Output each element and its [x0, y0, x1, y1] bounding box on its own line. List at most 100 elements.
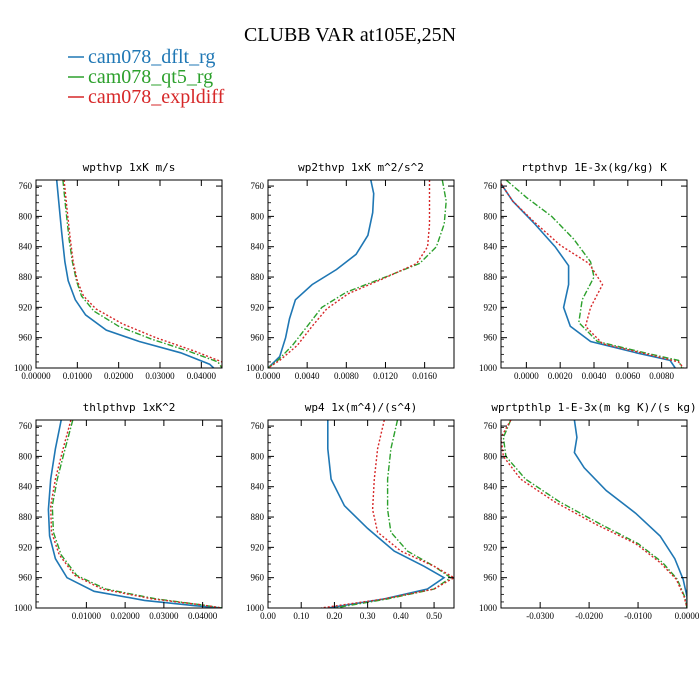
series-line-0 — [573, 420, 687, 608]
panel-title: thlpthvp 1xK^2 — [83, 401, 176, 414]
panel-title: wpthvp 1xK m/s — [83, 161, 176, 174]
panels: wpthvp 1xK m/s76080084088092096010000.00… — [14, 161, 700, 621]
x-tick-label: 0.40 — [393, 611, 409, 621]
y-tick-label: 760 — [19, 181, 33, 191]
plot-frame — [267, 419, 455, 609]
x-tick-label: 0.0160 — [412, 371, 437, 381]
panel-title: wp4 1x(m^4)/(s^4) — [305, 401, 418, 414]
x-tick-label: 0.02000 — [111, 611, 141, 621]
y-tick-label: 760 — [251, 181, 265, 191]
panel-3: thlpthvp 1xK^2 760 800 840 880 920 960 1000 0.01… — [14, 401, 223, 621]
x-tick-label: 0.0080 — [334, 371, 359, 381]
y-tick-label: 840 — [251, 482, 265, 492]
y-tick-label: 880 — [484, 272, 498, 282]
x-tick-label: 0.01000 — [63, 371, 93, 381]
x-tick-label: 0.20 — [327, 611, 343, 621]
y-tick-label: 960 — [484, 573, 498, 583]
y-tick-label: 800 — [251, 211, 265, 221]
series-line-0 — [327, 420, 446, 608]
plot-frame — [35, 179, 223, 369]
y-tick-label: 960 — [19, 573, 33, 583]
y-tick-label: 880 — [19, 272, 33, 282]
x-tick-label: 0.0020 — [548, 371, 573, 381]
series-line-1 — [505, 180, 683, 368]
y-tick-label: 1000 — [14, 363, 33, 373]
y-tick-label: 960 — [19, 333, 33, 343]
y-tick-label: 960 — [251, 333, 265, 343]
series-line-2 — [501, 183, 685, 368]
y-tick-label: 880 — [484, 512, 498, 522]
series-line-0 — [55, 180, 215, 368]
x-tick-label: 0.00 — [260, 611, 276, 621]
panel-title: rtpthvp 1E-3x(kg/kg) K — [521, 161, 667, 174]
panel-4: wp4 1x(m^4)/(s^4)76080084088092096010000… — [246, 401, 455, 621]
x-tick-label: 0.0000 — [514, 371, 539, 381]
panel-0: wpthvp 1xK m/s 760 800 840 880 920 960 10000.00… — [14, 161, 223, 381]
series-line-0 — [268, 180, 375, 368]
x-tick-label: 0.0040 — [582, 371, 607, 381]
x-tick-label: 0.10 — [293, 611, 309, 621]
series-line-0 — [501, 183, 676, 368]
panel-5: wprtpthlp 1-E-3x(m kg K)/(s kg) 760 800 840… — [479, 401, 700, 621]
figure-title: CLUBB VAR at105E,25N — [244, 24, 456, 46]
y-tick-label: 880 — [251, 512, 265, 522]
x-tick-label: -0.0100 — [624, 611, 652, 621]
legend-label-expl: cam078_expldiff — [88, 86, 225, 108]
legend-label-qt5: cam078_qt5_rg — [88, 66, 213, 88]
y-tick-label: 920 — [484, 302, 498, 312]
x-tick-label: -0.0300 — [526, 611, 554, 621]
x-tick-label: 0.03000 — [145, 371, 175, 381]
x-tick-label: 0.04000 — [188, 611, 218, 621]
x-tick-label: 0.50 — [426, 611, 442, 621]
legend-item-qt5: cam078_qt5_rg — [88, 66, 213, 88]
x-tick-label: 0.04000 — [187, 371, 217, 381]
y-tick-label: 800 — [484, 211, 498, 221]
panel-1: wp2thvp 1xK m^2/s^2 760 800 840 880 920 960 100… — [246, 161, 455, 381]
x-tick-label: 0.0000 — [675, 611, 700, 621]
y-tick-label: 760 — [19, 421, 33, 431]
y-tick-label: 1000 — [246, 363, 265, 373]
y-tick-label: 800 — [19, 451, 33, 461]
series-line-1 — [502, 420, 687, 608]
x-tick-label: 0.0040 — [295, 371, 320, 381]
x-tick-label: 0.03000 — [149, 611, 179, 621]
panel-title: wp2thvp 1xK m^2/s^2 — [298, 161, 424, 174]
x-tick-label: 0.00000 — [21, 371, 51, 381]
panel-title: wprtpthlp 1-E-3x(m kg K)/(s kg) — [491, 401, 696, 414]
series-line-2 — [49, 420, 222, 608]
y-tick-label: 760 — [484, 181, 498, 191]
plot-frame — [500, 419, 688, 609]
series-line-2 — [268, 180, 431, 368]
y-tick-label: 840 — [484, 242, 498, 252]
legend-item-dflt: cam078_dflt_rg — [88, 46, 215, 68]
legend: cam078_dflt_rg cam078_qt5_rg cam078_expl… — [68, 46, 225, 108]
series-line-2 — [321, 420, 454, 608]
y-tick-label: 840 — [19, 242, 33, 252]
x-tick-label: 0.0000 — [256, 371, 281, 381]
y-tick-label: 920 — [484, 542, 498, 552]
y-tick-label: 1000 — [479, 603, 498, 613]
x-tick-label: 0.01000 — [72, 611, 102, 621]
series-line-1 — [334, 420, 452, 608]
y-tick-label: 1000 — [479, 363, 498, 373]
y-tick-label: 960 — [251, 573, 265, 583]
series-line-2 — [501, 420, 687, 608]
series-line-0 — [47, 420, 222, 608]
series-line-1 — [51, 420, 222, 608]
panel-2: rtpthvp 1E-3x(kg/kg) K 760 800 840 880 920 960… — [479, 161, 688, 381]
y-tick-label: 840 — [484, 482, 498, 492]
series-line-2 — [63, 180, 222, 368]
y-tick-label: 760 — [251, 421, 265, 431]
y-tick-label: 920 — [251, 302, 265, 312]
y-tick-label: 760 — [484, 421, 498, 431]
y-tick-label: 920 — [19, 302, 33, 312]
y-tick-label: 840 — [251, 242, 265, 252]
legend-item-expl: cam078_expldiff — [88, 86, 225, 108]
y-tick-label: 880 — [251, 272, 265, 282]
y-tick-label: 1000 — [246, 603, 265, 613]
x-tick-label: 0.0060 — [615, 371, 640, 381]
y-tick-label: 920 — [19, 542, 33, 552]
y-tick-label: 920 — [251, 542, 265, 552]
y-tick-label: 800 — [484, 451, 498, 461]
